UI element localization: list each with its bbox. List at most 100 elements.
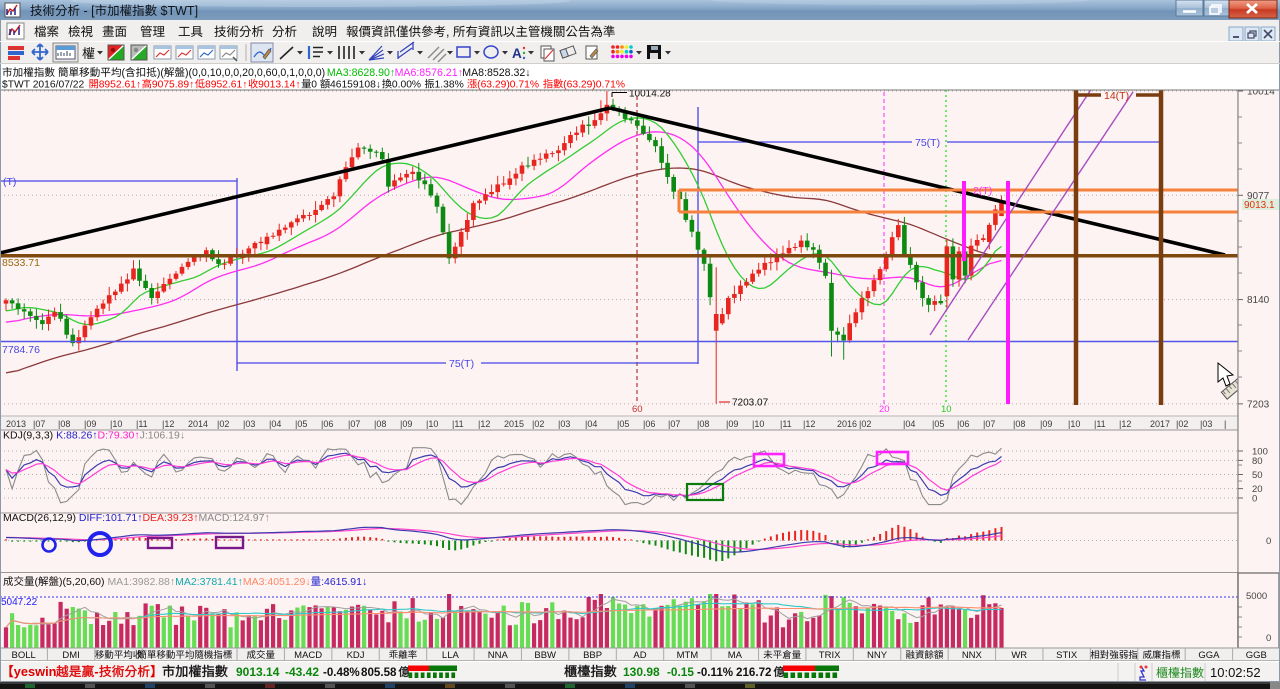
svg-text:2013: 2013 bbox=[6, 419, 26, 429]
svg-text:75(T): 75(T) bbox=[449, 358, 474, 370]
svg-text:NNY: NNY bbox=[867, 650, 888, 661]
svg-text:MA8:8528.32↓: MA8:8528.32↓ bbox=[462, 67, 530, 79]
svg-text:|04: |04 bbox=[585, 419, 597, 429]
svg-text:|07: |07 bbox=[33, 419, 45, 429]
svg-text:|11: |11 bbox=[1094, 419, 1106, 429]
svg-text:MTM: MTM bbox=[677, 650, 699, 661]
svg-text:)(: )( bbox=[157, 67, 165, 79]
svg-text:805.58: 805.58 bbox=[361, 666, 397, 679]
svg-text:BOLL: BOLL bbox=[12, 650, 36, 661]
svg-text:GGB: GGB bbox=[1246, 650, 1267, 661]
svg-text:75(T): 75(T) bbox=[915, 137, 940, 149]
svg-text:|05: |05 bbox=[932, 419, 944, 429]
svg-text:)(0,0,10,0,0,20,0,60,0,1,0,0,0: )(0,0,10,0,0,20,0,60,0,1,0,0,0) bbox=[185, 67, 328, 79]
svg-text:|08: |08 bbox=[374, 419, 386, 429]
svg-text:)(5,20,60): )(5,20,60) bbox=[59, 576, 107, 588]
svg-text:|10: |10 bbox=[426, 419, 438, 429]
svg-text:5047.22: 5047.22 bbox=[1, 597, 38, 608]
svg-text:|09: |09 bbox=[84, 419, 96, 429]
svg-text:7203.07: 7203.07 bbox=[732, 398, 769, 409]
svg-text:|11: |11 bbox=[780, 419, 792, 429]
svg-text:|02: |02 bbox=[1176, 419, 1188, 429]
svg-text:50: 50 bbox=[1252, 470, 1263, 481]
svg-text:|02: |02 bbox=[859, 419, 871, 429]
svg-text:10014.28: 10014.28 bbox=[629, 89, 671, 100]
svg-text:TRIX: TRIX bbox=[819, 650, 841, 661]
svg-text:yeswin: yeswin bbox=[14, 664, 57, 679]
svg-text:20: 20 bbox=[1252, 484, 1263, 495]
svg-text:10014: 10014 bbox=[1247, 87, 1275, 98]
svg-text:|09: |09 bbox=[1040, 419, 1052, 429]
svg-text:-0.11%: -0.11% bbox=[697, 666, 733, 679]
svg-text:46159108↓: 46159108↓ bbox=[330, 80, 381, 91]
svg-text:2017: 2017 bbox=[1150, 419, 1170, 429]
svg-text:9013.14↑: 9013.14↑ bbox=[258, 80, 300, 91]
svg-text:-0.15: -0.15 bbox=[667, 665, 694, 679]
svg-text:|03: |03 bbox=[1200, 419, 1212, 429]
svg-text:$TWT]: $TWT] bbox=[157, 4, 198, 18]
svg-text:MA3:8628.90↑: MA3:8628.90↑ bbox=[327, 67, 395, 79]
svg-text:D:79.30↑: D:79.30↑ bbox=[98, 430, 140, 442]
svg-text:MA2:3781.41↑: MA2:3781.41↑ bbox=[175, 576, 243, 588]
svg-text:K:88.26↑: K:88.26↑ bbox=[56, 430, 97, 442]
svg-text:7203: 7203 bbox=[1247, 399, 1270, 410]
svg-text:DIFF:101.71↑: DIFF:101.71↑ bbox=[79, 512, 143, 524]
svg-text:216.72: 216.72 bbox=[736, 666, 771, 679]
svg-text:|08: |08 bbox=[697, 419, 709, 429]
svg-text:|07: |07 bbox=[983, 419, 995, 429]
svg-text:(: ( bbox=[35, 576, 39, 588]
svg-text:DMI: DMI bbox=[62, 650, 79, 661]
svg-text::4615.91↓: :4615.91↓ bbox=[321, 576, 367, 588]
svg-text:|10: |10 bbox=[110, 419, 122, 429]
svg-text:DEA:39.23↑: DEA:39.23↑ bbox=[142, 512, 198, 524]
svg-text:9013.1: 9013.1 bbox=[1244, 200, 1275, 211]
svg-text:LLA: LLA bbox=[442, 650, 460, 661]
svg-text:100: 100 bbox=[1252, 447, 1268, 458]
svg-text:STIX: STIX bbox=[1056, 650, 1078, 661]
svg-text:-: - bbox=[94, 664, 98, 679]
svg-text:MA1:3982.88↑: MA1:3982.88↑ bbox=[107, 576, 175, 588]
svg-text:2014: 2014 bbox=[188, 419, 208, 429]
svg-text:MACD:124.97↑: MACD:124.97↑ bbox=[199, 512, 270, 524]
svg-text:14(T): 14(T) bbox=[1104, 90, 1129, 102]
svg-text:|07: |07 bbox=[348, 419, 360, 429]
svg-text:MA6:8576.21↑: MA6:8576.21↑ bbox=[395, 67, 463, 79]
svg-text:|03: |03 bbox=[558, 419, 570, 429]
svg-text:(63.29)0.71%: (63.29)0.71% bbox=[477, 80, 542, 91]
svg-text:9013.14: 9013.14 bbox=[236, 665, 280, 679]
svg-text:MA3:4051.29↓: MA3:4051.29↓ bbox=[243, 576, 311, 588]
svg-text:|02: |02 bbox=[217, 419, 229, 429]
svg-text:|12: |12 bbox=[1119, 419, 1131, 429]
svg-text:2015: 2015 bbox=[504, 419, 524, 429]
svg-text:7784.76: 7784.76 bbox=[2, 344, 40, 356]
svg-text:10: 10 bbox=[941, 404, 952, 415]
svg-text:2016: 2016 bbox=[837, 419, 857, 429]
svg-text:|06: |06 bbox=[643, 419, 655, 429]
svg-text:|02: |02 bbox=[532, 419, 544, 429]
svg-text:|09: |09 bbox=[726, 419, 738, 429]
svg-text:|04: |04 bbox=[269, 419, 281, 429]
svg-text:-0.48%: -0.48% bbox=[323, 666, 360, 679]
svg-text:(63.29)0.71%: (63.29)0.71% bbox=[563, 80, 625, 91]
svg-text:MACD(26,12,9): MACD(26,12,9) bbox=[3, 512, 79, 524]
svg-text:8952.61↑: 8952.61↑ bbox=[205, 80, 247, 91]
svg-text:9075.89↑: 9075.89↑ bbox=[152, 80, 194, 91]
svg-text:WR: WR bbox=[1011, 650, 1027, 661]
svg-text:0: 0 bbox=[1266, 536, 1271, 547]
svg-text:GGA: GGA bbox=[1198, 650, 1220, 661]
svg-text:|05: |05 bbox=[617, 419, 629, 429]
svg-text:|07: |07 bbox=[668, 419, 680, 429]
svg-text:MACD: MACD bbox=[294, 650, 322, 661]
svg-text:|12: |12 bbox=[478, 419, 490, 429]
svg-text:130.98: 130.98 bbox=[623, 665, 660, 679]
svg-text:8140: 8140 bbox=[1247, 295, 1270, 306]
svg-text:|11: |11 bbox=[136, 419, 148, 429]
svg-text:0: 0 bbox=[1266, 633, 1271, 644]
svg-text:$TWT 2016/07/22: $TWT 2016/07/22 bbox=[2, 80, 87, 91]
svg-text:60: 60 bbox=[632, 404, 643, 415]
svg-text:J:106.19↓: J:106.19↓ bbox=[140, 430, 186, 442]
svg-text:9077: 9077 bbox=[1247, 191, 1270, 202]
svg-text:|03: |03 bbox=[243, 419, 255, 429]
svg-text:10:02:52: 10:02:52 bbox=[1210, 665, 1261, 680]
svg-text:NNA: NNA bbox=[488, 650, 509, 661]
